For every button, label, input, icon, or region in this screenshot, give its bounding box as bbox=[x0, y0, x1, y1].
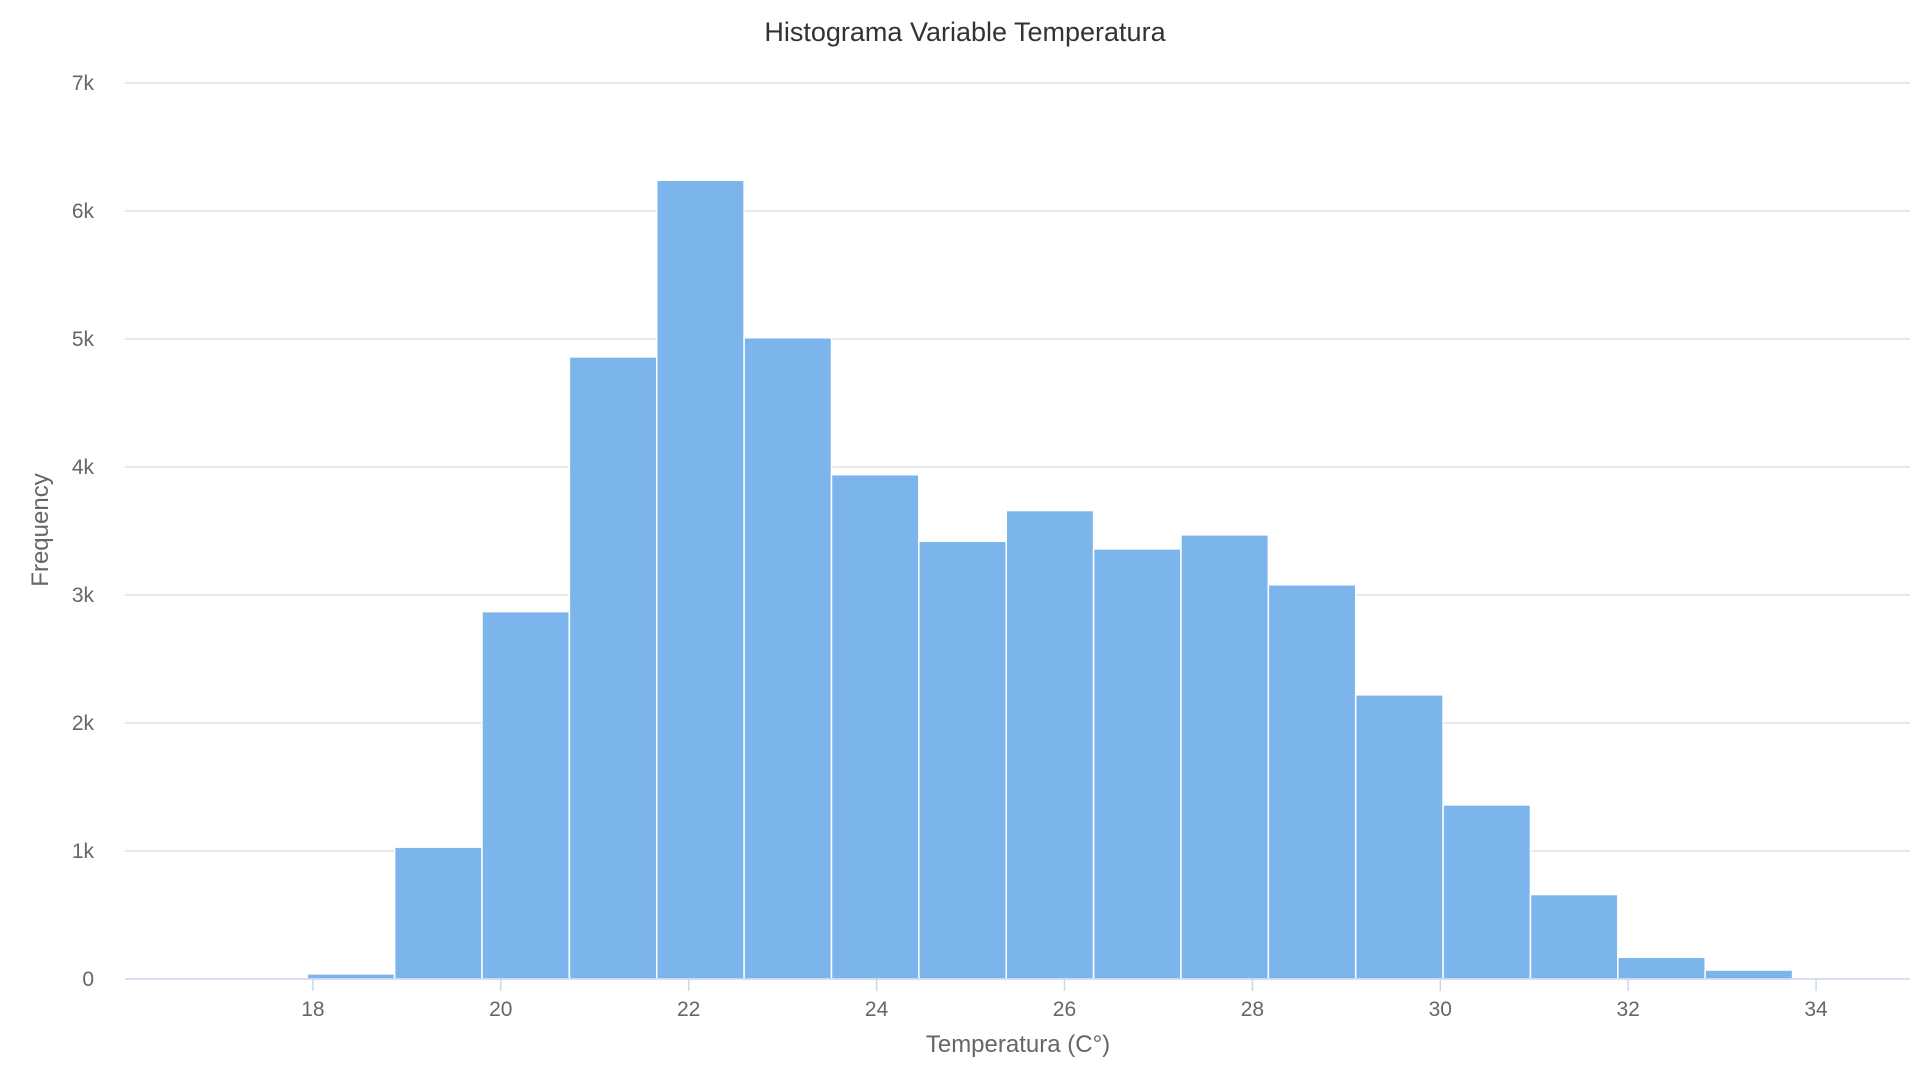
y-tick-label: 2k bbox=[72, 712, 95, 735]
chart-title: Histograma Variable Temperatura bbox=[764, 17, 1166, 47]
histogram-bar bbox=[743, 336, 833, 980]
histogram-bar bbox=[393, 846, 483, 980]
histogram-bar bbox=[1092, 548, 1182, 980]
x-tick-label: 20 bbox=[489, 998, 512, 1021]
x-tick-label: 32 bbox=[1616, 998, 1639, 1021]
histogram-bar bbox=[1442, 804, 1532, 980]
y-tick-label: 6k bbox=[72, 200, 95, 223]
histogram-bar bbox=[1354, 694, 1444, 980]
histogram-bar bbox=[481, 610, 571, 980]
y-tick-label: 3k bbox=[72, 584, 95, 607]
y-tick-label: 0 bbox=[82, 968, 94, 991]
x-axis-title: Temperatura (C°) bbox=[926, 1031, 1110, 1058]
y-axis-title: Frequency bbox=[27, 473, 54, 586]
y-tick-label: 7k bbox=[72, 72, 95, 95]
histogram-bar bbox=[568, 356, 658, 980]
histogram-bars bbox=[306, 179, 1794, 980]
histogram-bar bbox=[1267, 584, 1357, 980]
histogram-bar bbox=[655, 179, 745, 980]
histogram-bar bbox=[1005, 509, 1095, 980]
histogram-bar bbox=[1617, 956, 1706, 980]
histogram-bar bbox=[830, 473, 920, 980]
x-tick-label: 28 bbox=[1241, 998, 1264, 1021]
x-tick-label: 26 bbox=[1053, 998, 1076, 1021]
histogram-bar bbox=[1529, 893, 1619, 980]
x-tick-label: 18 bbox=[301, 998, 324, 1021]
histogram-bar bbox=[918, 540, 1007, 980]
y-tick-label: 4k bbox=[72, 456, 95, 479]
histogram-bar bbox=[306, 973, 396, 980]
histogram-bar bbox=[1180, 534, 1270, 980]
axes: 0 1k 2k 3k 4k 5k 6k 7k 18 20 22 24 26 28 30 32 34 bbox=[72, 72, 1910, 1021]
x-tick-label: 22 bbox=[677, 998, 700, 1021]
x-tick-label: 24 bbox=[865, 998, 889, 1021]
y-tick-label: 1k bbox=[72, 840, 95, 863]
y-tick-label: 5k bbox=[72, 328, 95, 351]
histogram-bar bbox=[1704, 969, 1794, 980]
x-tick-label: 34 bbox=[1804, 998, 1828, 1021]
x-tick-label: 30 bbox=[1429, 998, 1452, 1021]
